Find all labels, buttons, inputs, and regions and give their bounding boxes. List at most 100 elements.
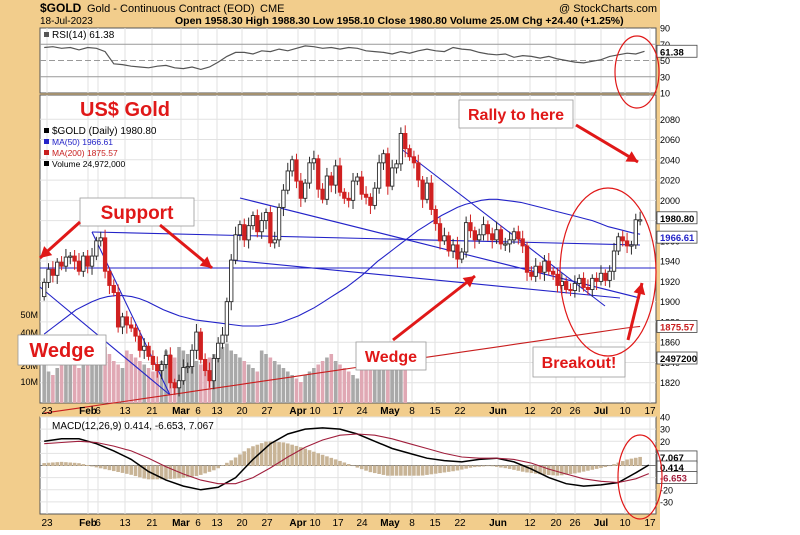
candle-body: [520, 238, 525, 247]
macd-histogram-bar: [225, 462, 229, 466]
volume-tick-label: 50M: [20, 310, 38, 320]
macd-tick-label: 20: [660, 437, 670, 447]
macd-tick-label: -20: [660, 485, 673, 495]
x-tick-label-bottom: Feb: [79, 518, 97, 529]
macd-histogram-bar: [46, 462, 51, 466]
macd-histogram-bar: [229, 460, 234, 466]
candle-body: [81, 255, 86, 272]
macd-histogram-bar: [542, 465, 547, 475]
candle-body: [472, 230, 477, 241]
macd-histogram-bar: [516, 465, 521, 471]
x-tick-label: 6: [195, 406, 201, 417]
candle-body: [168, 354, 173, 384]
x-tick-label-bottom: 20: [236, 518, 248, 529]
macd-histogram-bar: [473, 465, 477, 468]
candle-body: [303, 182, 308, 199]
macd-histogram-bar: [420, 465, 425, 476]
volume-bar: [198, 364, 203, 403]
macd-histogram-bar: [325, 456, 329, 466]
candle-body: [250, 215, 256, 227]
macd-histogram-bar: [212, 465, 216, 471]
price-tick-label: 2000: [660, 196, 680, 206]
macd-histogram-bar: [272, 441, 277, 466]
rsi-tick-label: 10: [660, 89, 670, 99]
x-tick-label: 13: [211, 406, 223, 417]
volume-last-value-text: 2497200: [660, 354, 697, 365]
arrow-rally: [575, 123, 639, 164]
volume-bar: [307, 371, 312, 403]
macd-histogram-bar: [364, 465, 368, 471]
candle-body: [311, 158, 317, 164]
volume-bar: [185, 354, 190, 403]
candle-body: [76, 260, 82, 272]
macd-histogram-bar: [416, 465, 421, 476]
candle-body: [411, 156, 417, 164]
candle-body: [468, 222, 473, 232]
annotation-support: Support: [101, 203, 174, 224]
watermark: @ StockCharts.com: [559, 3, 657, 15]
macd-histogram-bar: [242, 451, 247, 466]
volume-bar: [285, 371, 290, 403]
candle-body: [268, 212, 273, 244]
x-tick-label: Jun: [489, 406, 507, 417]
macd-histogram-bar: [129, 465, 133, 475]
macd-histogram-bar: [599, 465, 603, 468]
candle-body: [503, 243, 508, 246]
candle-body: [72, 255, 77, 262]
annotation-support-box: [79, 197, 195, 227]
macd-histogram-bar: [142, 465, 147, 479]
x-tick-label-bottom: Mar: [172, 518, 190, 529]
price-tick-label: 1900: [660, 297, 680, 307]
volume-bar: [46, 371, 51, 403]
macd-histogram-bar: [399, 465, 403, 476]
volume-last-value: [656, 351, 698, 365]
candle-body: [329, 175, 334, 186]
volume-bar: [90, 354, 94, 403]
rsi-tick-label: 30: [660, 72, 670, 82]
price-tick-label: 2080: [660, 115, 680, 125]
macd-histogram-bar: [55, 462, 60, 466]
symbol: $GOLD: [40, 1, 82, 15]
x-tick-label: 15: [429, 406, 441, 417]
candle-body: [424, 182, 430, 200]
macd-histogram-bar: [629, 458, 634, 466]
ma50-line: [43, 198, 641, 335]
volume-bar: [51, 375, 55, 403]
candle-body: [363, 193, 369, 198]
macd-histogram-bar: [181, 465, 186, 478]
candle-body: [381, 153, 386, 164]
volume-bar: [281, 368, 286, 403]
volume-bar: [77, 368, 81, 403]
macd-histogram-bar: [281, 442, 286, 466]
ma50-last-value-text: 1966.61: [660, 233, 695, 244]
candle-body: [124, 316, 129, 326]
volume-bar: [251, 368, 255, 403]
x-tick-label: Jul: [594, 406, 609, 417]
macd-histogram-bar: [446, 465, 451, 472]
candle-body: [220, 334, 225, 344]
macd-histogram-bar: [203, 465, 207, 474]
macd-histogram-bar: [377, 465, 381, 474]
price-tick-label: 2040: [660, 155, 680, 165]
price-tick-label: 2020: [660, 176, 680, 186]
volume-bar: [103, 347, 107, 403]
rsi-highlight-circle: [614, 35, 660, 109]
price-legend-swatch: [44, 128, 49, 133]
candle-body: [346, 197, 351, 201]
rsi-tick-label: 90: [660, 24, 670, 34]
candle-body: [333, 165, 338, 186]
macd-histogram-bar: [72, 462, 77, 466]
candle-body: [42, 281, 47, 298]
volume-bar: [107, 354, 112, 403]
rsi-legend: RSI(14) 61.38: [52, 30, 115, 41]
macd-histogram-bar: [560, 465, 564, 476]
macd-histogram-bar: [333, 459, 338, 466]
volume-bar: [59, 359, 64, 403]
arrow-support-left-head: [40, 246, 53, 258]
candle-body: [55, 261, 60, 276]
arrow-support-right-head: [199, 256, 212, 268]
macd-histogram-bar: [190, 465, 194, 477]
candle-body: [94, 240, 99, 257]
macd-histogram-bar: [268, 441, 273, 466]
